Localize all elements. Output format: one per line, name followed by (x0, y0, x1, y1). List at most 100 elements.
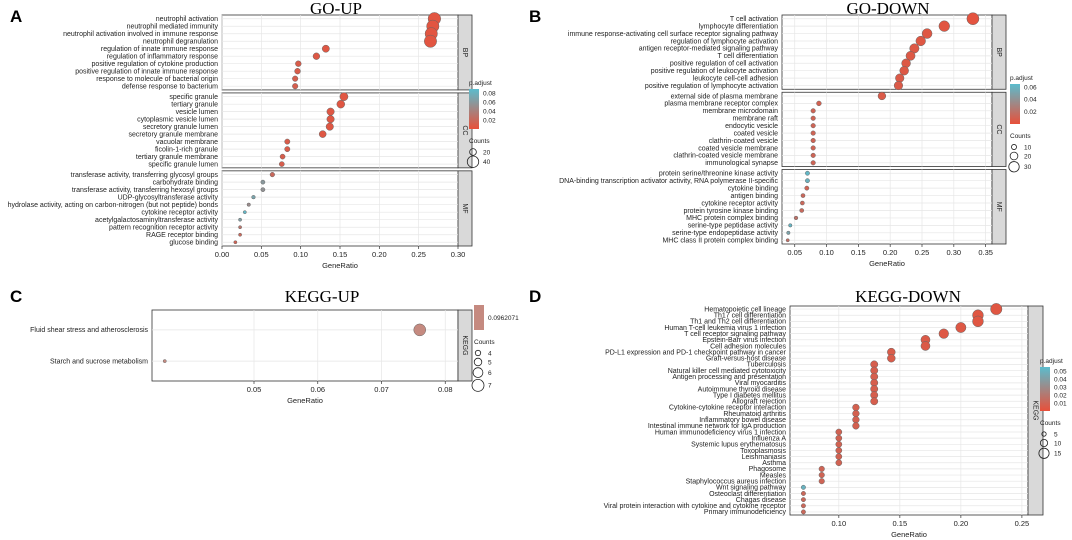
panel-label: A (10, 7, 22, 26)
data-point (810, 160, 816, 166)
size-legend-circle (1041, 431, 1047, 437)
term-label: Th17 cell differentiation (714, 313, 786, 320)
facet-strip (457, 170, 473, 247)
chart-title: GO-UP (310, 0, 362, 18)
data-point (312, 52, 321, 60)
size-legend-label: 20 (483, 149, 491, 156)
term-label: serine-type endopeptidase activity (672, 230, 778, 237)
data-point (800, 497, 806, 503)
size-legend-circle (474, 349, 482, 357)
term-label: response to molecule of bacterial origin (96, 76, 218, 83)
data-point (162, 359, 167, 363)
color-bar-tick-label: 0.02 (1054, 392, 1067, 399)
facet-strip-label: KEGG (461, 335, 468, 355)
term-label: Cytokine-cytokine receptor interaction (669, 405, 786, 412)
data-point (233, 240, 238, 245)
term-label: DNA-binding transcription activator acti… (559, 178, 778, 185)
facet-strip-label: CC (995, 124, 1002, 134)
color-bar-tick-label: 0.04 (483, 109, 496, 116)
term-label: cytoplasmic vesicle lumen (137, 116, 218, 123)
color-bar-tick-label: 0.03 (1054, 384, 1067, 391)
term-label: tertiary granule (171, 101, 218, 108)
data-point (251, 195, 256, 200)
term-label: transferase activity, transferring glyco… (71, 172, 219, 179)
data-point (818, 478, 825, 485)
legend-size-title: Counts (474, 339, 495, 346)
panel-d: D KEGG-DOWN KEGG Hematopoietic cell lineage… (529, 287, 1067, 539)
term-label: Tuberculosis (747, 362, 787, 369)
data-point (238, 232, 242, 237)
x-tick-label: 0.25 (411, 250, 426, 259)
term-label: positive regulation of cell activation (670, 61, 778, 68)
color-bar-tick-label: 0.02 (1024, 109, 1037, 116)
data-point (905, 51, 916, 61)
panel-c: C KEGG-UP KEGG Fluid shear stress and ather… (10, 287, 519, 405)
term-label: Rheumatoid arthritis (723, 411, 786, 418)
term-label: Type I diabetes mellitus (713, 392, 787, 399)
facet-strip-label: BP (461, 48, 468, 58)
facet-frame (781, 169, 993, 245)
data-point (921, 28, 933, 39)
legend: p.adjust 0.08 0.06 0.040.02 Counts 20 40 (466, 80, 496, 168)
term-label: positive regulation of lymphocyte activa… (645, 83, 778, 90)
term-label: neutrophil mediated immunity (127, 24, 219, 31)
data-point (424, 34, 437, 48)
term-label: external side of plasma membrane (671, 93, 778, 100)
data-point (260, 179, 266, 185)
panel-label: C (10, 287, 22, 306)
term-label: membrane microdomain (703, 108, 779, 115)
x-tick-label: 0.15 (893, 519, 908, 528)
data-point (294, 68, 301, 75)
term-label: leukocyte cell-cell adhesion (693, 75, 778, 82)
term-label: Th1 and Th2 cell differentiation (690, 319, 786, 326)
data-point (238, 217, 242, 222)
data-point (938, 328, 949, 339)
term-label: hydrolase activity, acting on carbon-nit… (8, 202, 219, 209)
term-label: vacuolar membrane (156, 139, 218, 146)
term-label: positive regulation of cytokine producti… (92, 61, 219, 68)
term-label: MHC protein complex binding (686, 215, 778, 222)
size-legend-label: 5 (488, 359, 492, 366)
x-tick-label: 0.15 (333, 250, 348, 259)
term-label: membrane raft (732, 116, 778, 123)
term-label: clathrin-coated vesicle (709, 138, 778, 145)
data-point (877, 91, 887, 101)
data-point (810, 115, 816, 121)
term-label: serine-type peptidase activity (688, 223, 779, 230)
facet-strip-label: KEGG (1032, 400, 1039, 420)
data-point (835, 453, 843, 460)
term-label: UDP-glycosyltransferase activity (118, 194, 219, 201)
term-label: Graft-versus-host disease (706, 356, 786, 363)
facet-strip (457, 309, 473, 382)
term-label: regulation of lymphocyte activation (671, 38, 778, 45)
data-point (786, 230, 791, 235)
term-label: secretory granule lumen (143, 124, 218, 131)
facet-strip-label: CC (461, 125, 468, 135)
size-legend-label: 10 (1024, 144, 1032, 151)
x-tick-label: 0.08 (438, 385, 453, 394)
data-point (887, 354, 896, 363)
data-point (785, 238, 790, 243)
term-label: protein serine/threonine kinase activity (659, 171, 779, 178)
data-point (835, 447, 843, 454)
data-point (938, 20, 950, 32)
data-point (810, 130, 816, 136)
data-point (966, 12, 980, 25)
color-bar (1040, 367, 1050, 411)
size-legend-label: 30 (1024, 164, 1032, 171)
size-legend-circle (469, 148, 477, 156)
facet-frame (151, 309, 459, 382)
term-label: neutrophil degranulation (143, 39, 218, 46)
term-label: plasma membrane receptor complex (664, 101, 778, 108)
term-label: Inflammatory bowel disease (699, 417, 786, 424)
facet-strip-label: MF (461, 203, 468, 213)
data-point (804, 185, 810, 191)
data-point (810, 138, 816, 144)
legend-color-title: p.adjust (1040, 358, 1063, 365)
color-bar (474, 305, 484, 330)
term-label: Starch and sucrose metabolism (50, 358, 148, 365)
data-point (870, 397, 879, 406)
